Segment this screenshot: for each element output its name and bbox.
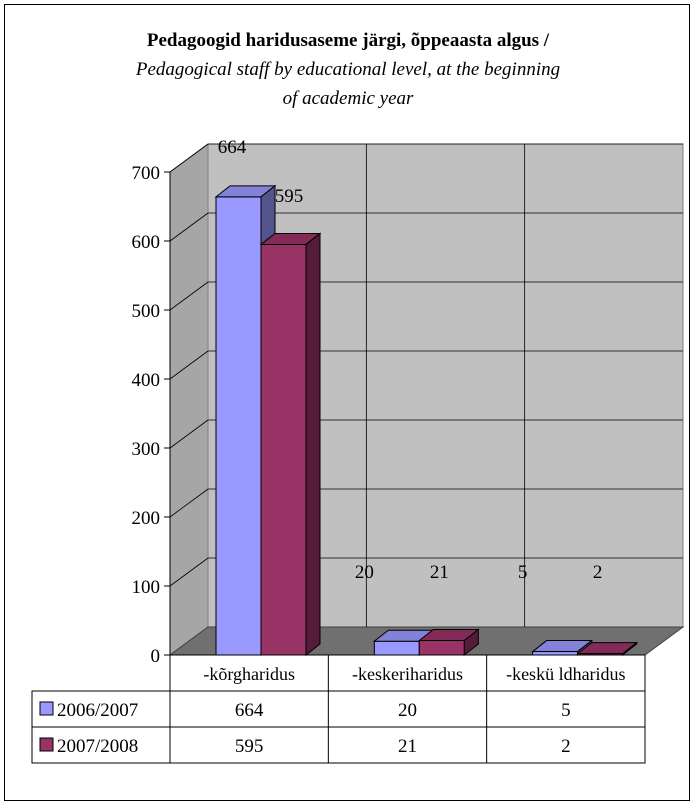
legend-label: 2007/2008 [57, 736, 138, 757]
gridline-side [169, 143, 209, 173]
table-cell: 21 [398, 736, 417, 757]
data-label: 20 [355, 562, 374, 583]
y-tick-label: 600 [132, 232, 161, 253]
data-label: 664 [218, 137, 247, 158]
legend-swatch [39, 737, 54, 752]
bar [373, 640, 420, 656]
gridline-side [169, 281, 209, 311]
bar [418, 640, 465, 656]
gridline-side [169, 557, 209, 587]
y-tick-label: 500 [132, 301, 161, 322]
data-label: 595 [275, 186, 304, 207]
category-label: -keskü ldharidus [506, 664, 625, 684]
legend-label: 2006/2007 [57, 700, 138, 721]
table-cell: 664 [235, 700, 264, 721]
y-tick-label: 200 [132, 508, 161, 529]
table-cell: 20 [398, 700, 417, 721]
side-wall [169, 143, 209, 656]
legend-swatch [39, 701, 54, 716]
bar-side [305, 232, 321, 657]
table-row [31, 726, 646, 764]
y-tick-label: 300 [132, 439, 161, 460]
gridline-side [169, 419, 209, 449]
bar-side [463, 628, 479, 657]
gridline-side [169, 212, 209, 242]
y-tick-label: 100 [132, 577, 161, 598]
y-tick-label: 0 [151, 646, 161, 667]
category-label: -keskeriharidus [352, 664, 463, 684]
y-tick-label: 400 [132, 370, 161, 391]
gridline-side [169, 350, 209, 380]
data-label: 21 [430, 562, 449, 583]
chart-subtitle-line1: Pedagogical staff by educational level, … [135, 59, 561, 80]
table-cell: 2 [561, 736, 571, 757]
chart-subtitle-line2: of academic year [282, 88, 414, 109]
table-cell: 5 [561, 700, 571, 721]
table-cell: 595 [235, 736, 264, 757]
bar [532, 651, 579, 656]
bar [260, 243, 307, 656]
chart-title: Pedagoogid haridusaseme järgi, õppeaasta… [146, 30, 550, 51]
gridline-side [169, 488, 209, 518]
category-label: -kõrgharidus [203, 664, 295, 684]
data-label: 2 [593, 562, 603, 583]
data-label: 5 [518, 562, 528, 583]
bar [215, 196, 262, 656]
y-tick-label: 700 [132, 163, 161, 184]
